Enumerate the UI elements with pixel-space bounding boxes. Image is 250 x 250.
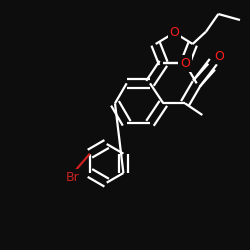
Text: O: O: [214, 50, 224, 62]
Text: O: O: [170, 26, 179, 39]
Text: Br: Br: [66, 171, 80, 184]
Text: O: O: [180, 57, 190, 70]
